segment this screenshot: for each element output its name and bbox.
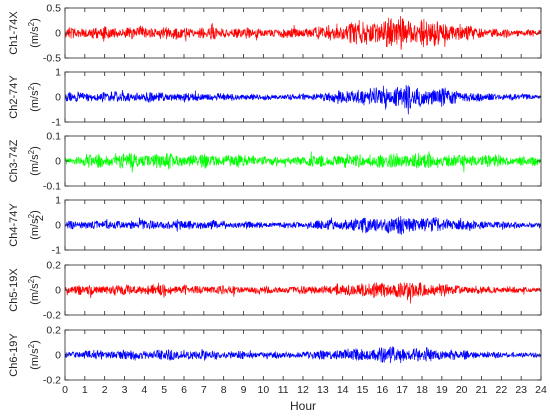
series-line-Ch5-19X (65, 282, 541, 304)
x-tick-label: 21 (476, 384, 488, 396)
y-tick-label: -1 (52, 117, 61, 129)
x-tick-label: 15 (357, 384, 369, 396)
channel-label: Ch2-74Y (8, 75, 20, 119)
subplot-4: -1 0 1 Ch4-74Y (m/s2) (8, 195, 542, 257)
unit-close: ) (29, 340, 41, 344)
y-tick-label: 0 (55, 350, 61, 362)
unit-label: (m/s2) (27, 210, 41, 240)
x-tick-label: 19 (436, 384, 448, 396)
x-tick-label: 10 (257, 384, 269, 396)
y-tick-label: -1 (52, 245, 61, 257)
x-tick-label: 7 (201, 384, 207, 396)
unit-label: (m/s2) (27, 18, 41, 48)
series-line-Ch3-74Z (65, 151, 541, 173)
x-tick-label: 5 (161, 384, 167, 396)
x-tick-label: 13 (317, 384, 329, 396)
y-tick-label: 0.2 (46, 260, 61, 272)
unit-text: (m/s (29, 283, 41, 305)
series-line-Ch4-74Y (65, 216, 541, 235)
channel-label: Ch6-19Y (8, 333, 20, 377)
y-tick-label: -0.1 (43, 181, 61, 193)
x-tick-label: 14 (337, 384, 349, 396)
series-line-Ch6-19Y (65, 346, 541, 364)
y-tick-label: 0.5 (46, 3, 61, 15)
channel-label: Ch3-74Z (8, 139, 20, 182)
unit-text: (m/s (29, 90, 41, 112)
x-tick-label: 24 (535, 384, 547, 396)
unit-text: (m/s (29, 154, 41, 176)
x-tick-label: 12 (297, 384, 309, 396)
unit-text: (m/s (29, 348, 41, 370)
unit-superscript: 2 (27, 85, 36, 90)
unit-close: ) (29, 18, 41, 22)
subplot-3: -0.1 0 0.1 Ch3-74Z (m/s2) (8, 131, 542, 193)
y-tick-label: 1 (55, 67, 61, 79)
y-tick-label: -0.5 (43, 53, 61, 65)
x-tick-label: 23 (515, 384, 527, 396)
y-tick-label: -0.2 (43, 310, 61, 322)
y-tick-label: 1 (55, 195, 61, 207)
unit-superscript: 2 (27, 278, 36, 283)
channel-label: Ch5-19X (8, 268, 20, 312)
x-tick-label: 3 (122, 384, 128, 396)
y-tick-label: 0 (55, 28, 61, 40)
subplot-1: -0.5 0 0.5 Ch1-74X (m/s2) (8, 3, 542, 65)
x-tick-label: 20 (456, 384, 468, 396)
x-axis-label: Hour (290, 399, 316, 413)
x-tick-label: 1 (82, 384, 88, 396)
unit-superscript: 2 (27, 213, 36, 218)
unit-close: ) (29, 146, 41, 150)
unit-label: (m/s2) (27, 340, 41, 370)
unit-superscript: 2 (27, 343, 36, 348)
stray-superscript: 2 (34, 215, 46, 221)
y-tick-label: 0 (55, 285, 61, 297)
subplot-6: -0.2 0 0.2 Ch6-19Y (m/s2) (8, 325, 542, 387)
y-tick-label: 0.1 (46, 131, 61, 143)
unit-label: (m/s2) (27, 82, 41, 112)
subplot-5: -0.2 0 0.2 Ch5-19X (m/s2) (8, 260, 542, 322)
series-line-Ch1-74X (65, 15, 541, 50)
x-tick-label: 9 (241, 384, 247, 396)
unit-close: ) (29, 82, 41, 86)
unit-superscript: 2 (27, 21, 36, 26)
x-tick-label: 8 (221, 384, 227, 396)
x-tick-label: 0 (62, 384, 68, 396)
x-tick-label: 11 (278, 384, 289, 396)
y-tick-label: 0 (55, 156, 61, 168)
x-tick-label: 22 (495, 384, 507, 396)
y-tick-label: -0.2 (43, 375, 61, 387)
unit-superscript: 2 (27, 149, 36, 154)
unit-label: (m/s2) (27, 146, 41, 176)
x-tick-label: 2 (102, 384, 108, 396)
channel-label: Ch1-74X (8, 11, 20, 55)
y-tick-label: 0.2 (46, 325, 61, 337)
unit-label: (m/s2) (27, 275, 41, 305)
unit-close: ) (29, 275, 41, 279)
channel-label: Ch4-74Y (8, 203, 20, 247)
unit-close: ) (29, 210, 41, 214)
y-tick-label: 0 (55, 92, 61, 104)
unit-text: (m/s (29, 218, 41, 240)
series-line-Ch2-74Y (65, 84, 541, 115)
subplot-2: -1 0 1 Ch2-74Y (m/s2) (8, 67, 542, 129)
x-tick-label: 4 (141, 384, 147, 396)
x-tick-label: 18 (416, 384, 428, 396)
x-tick-label: 16 (376, 384, 388, 396)
unit-text: (m/s (29, 26, 41, 48)
y-tick-label: 0 (55, 220, 61, 232)
x-tick-label: 17 (396, 384, 408, 396)
x-tick-label: 6 (181, 384, 187, 396)
